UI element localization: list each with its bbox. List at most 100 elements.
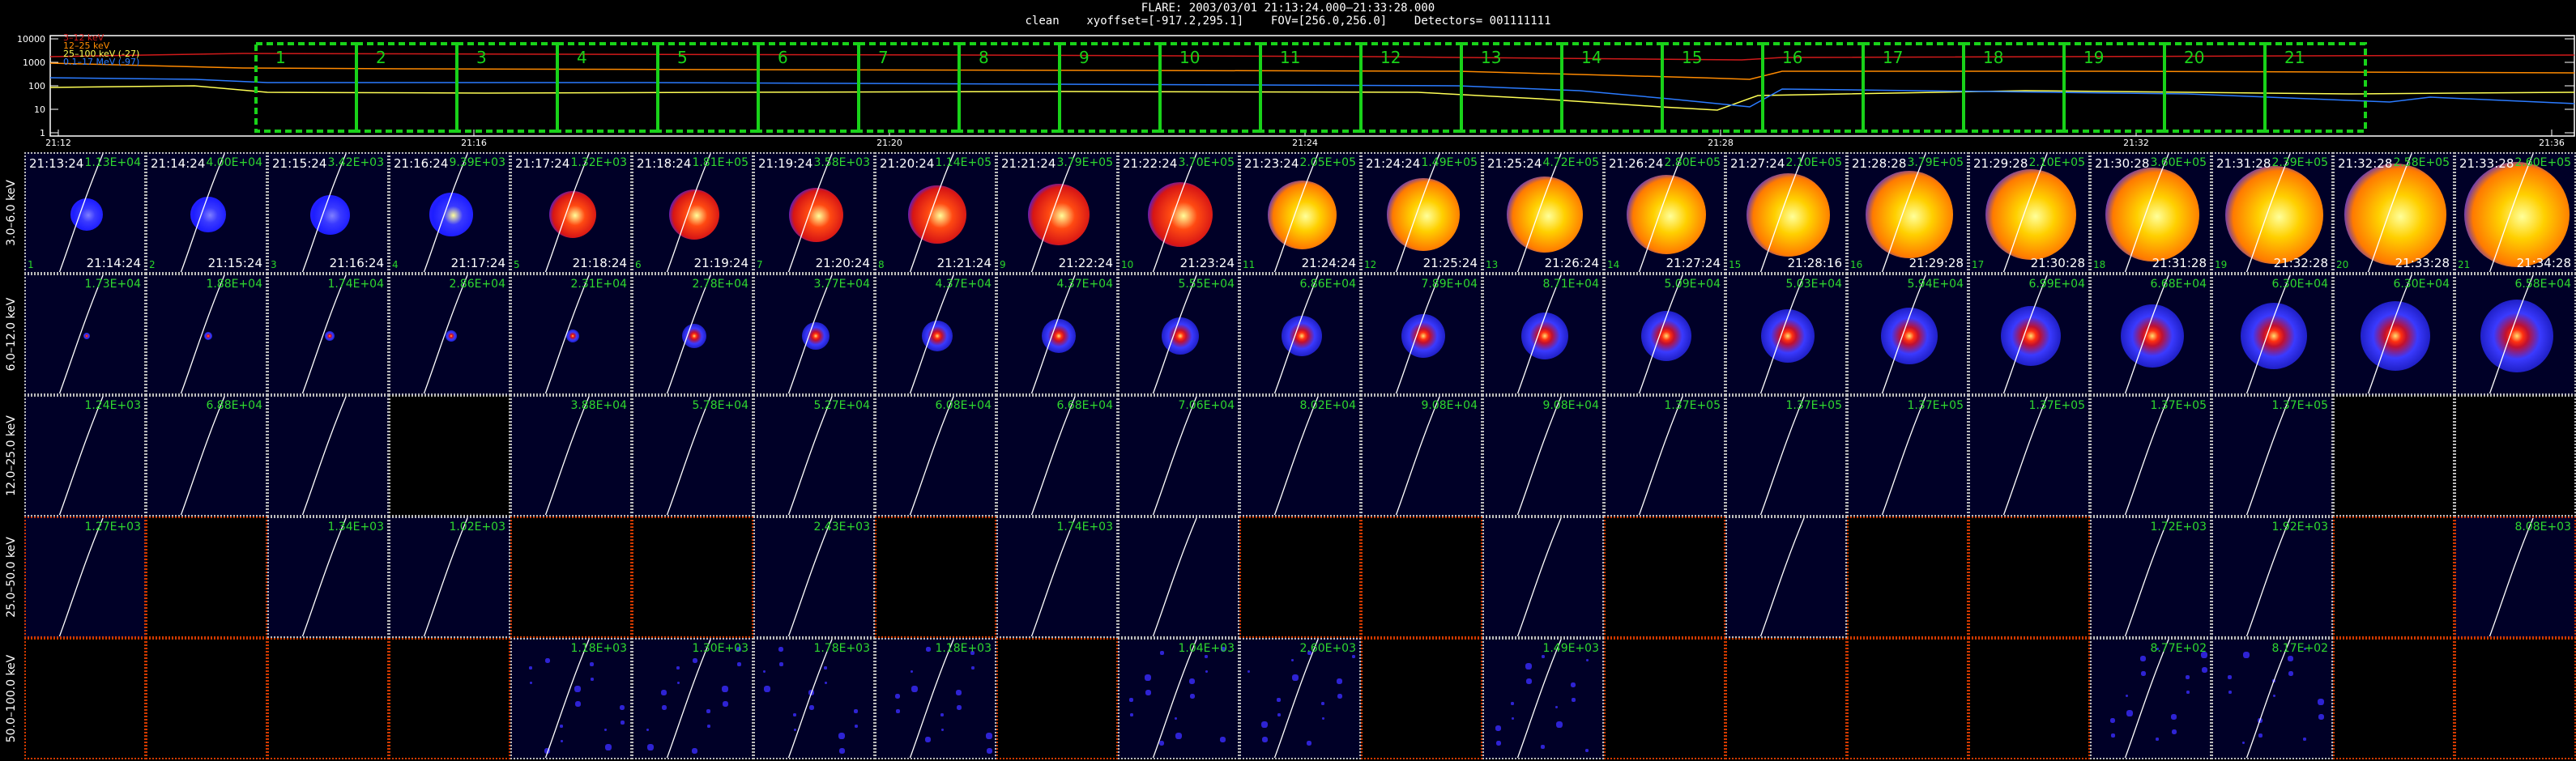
- noise-speck: [1277, 698, 1281, 702]
- max-value-label: 7.06E+04: [1178, 399, 1235, 412]
- image-cell: [389, 638, 510, 759]
- max-value-label: 3.70E+05: [1178, 156, 1235, 169]
- solar-limb-line: [1152, 275, 1197, 393]
- image-cell: [2454, 638, 2576, 759]
- noise-speck: [1556, 721, 1563, 728]
- solar-limb-line: [1638, 275, 1683, 393]
- max-value-label: 1.81E+05: [692, 156, 748, 169]
- solar-limb-line: [2245, 397, 2291, 515]
- source-emission: [1162, 317, 1199, 355]
- solar-limb-line: [787, 154, 833, 272]
- source-emission: [325, 331, 335, 341]
- source-emission: [1387, 178, 1460, 251]
- noise-speck: [2201, 652, 2207, 658]
- max-value-label: 5.03E+04: [1785, 278, 1842, 291]
- solar-limb-line: [909, 275, 954, 393]
- max-value-label: 4.37E+04: [1056, 278, 1113, 291]
- time-interval-number: 19: [2083, 48, 2104, 67]
- noise-speck: [2186, 691, 2190, 694]
- time-interval-box: [2163, 42, 2267, 133]
- noise-speck: [1175, 733, 1182, 739]
- frame-start-time: 21:14:24: [151, 156, 206, 171]
- solar-limb-line: [301, 397, 347, 515]
- frame-end-time: 21:31:28: [2152, 256, 2207, 270]
- time-interval-number: 3: [476, 48, 487, 67]
- frame-start-time: 21:20:24: [880, 156, 935, 171]
- time-interval-number: 8: [979, 48, 989, 67]
- noise-speck: [925, 737, 931, 742]
- light-curve-1: [49, 53, 2575, 61]
- image-cell: 1.37E+05: [1968, 395, 2090, 517]
- frame-number: 15: [1729, 259, 1742, 270]
- source-emission: [682, 324, 706, 348]
- frame-end-time: 21:18:24: [572, 256, 627, 270]
- noise-speck: [1129, 698, 1133, 702]
- max-value-label: 9.08E+04: [1421, 399, 1478, 412]
- image-cell: 5.27E+04: [753, 395, 875, 517]
- max-value-label: 1.32E+03: [570, 156, 627, 169]
- energy-band-label: 12.0–25.0 keV: [2, 396, 21, 516]
- solar-limb-line: [2124, 154, 2169, 272]
- frame-number: 8: [878, 259, 885, 270]
- frame-end-time: 21:21:24: [936, 256, 992, 270]
- noise-speck: [1130, 713, 1133, 716]
- solar-limb-line: [301, 518, 347, 636]
- max-value-label: 2.05E+05: [1299, 156, 1356, 169]
- max-value-label: 5.27E+04: [813, 399, 870, 412]
- time-interval-number: 18: [1983, 48, 2003, 67]
- noise-speck: [1572, 698, 1576, 702]
- solar-limb-line: [1030, 518, 1076, 636]
- image-cell: [1968, 517, 2090, 638]
- frame-number: 16: [1850, 259, 1863, 270]
- max-value-label: 1.24E+03: [84, 399, 141, 412]
- image-cell: 2.80E+05 21:26:24 21:27:24 14: [1604, 152, 1725, 274]
- x-tick-label: 21:20: [876, 138, 902, 148]
- energy-band-label: 3.0–6.0 keV: [2, 153, 21, 273]
- frame-number: 20: [2336, 259, 2349, 270]
- noise-speck: [1247, 670, 1250, 673]
- image-cell: [1604, 638, 1725, 759]
- frame-start-time: 21:26:24: [1609, 156, 1664, 171]
- noise-speck: [956, 690, 962, 695]
- solar-limb-line: [180, 397, 225, 515]
- source-emission: [2121, 304, 2184, 368]
- solar-limb-line: [1273, 640, 1319, 758]
- max-value-label: 1.37E+05: [2028, 399, 2085, 412]
- image-cell: 6.30E+04: [2333, 274, 2454, 395]
- noise-speck: [2258, 733, 2263, 738]
- solar-limb-line: [58, 518, 104, 636]
- noise-speck: [574, 686, 581, 692]
- noise-speck: [1277, 713, 1281, 716]
- solar-limb-line: [2124, 397, 2169, 515]
- source-emission: [566, 329, 579, 342]
- source-emission: [204, 332, 212, 340]
- image-cell: 5.94E+04: [1847, 274, 1968, 395]
- noise-speck: [2273, 695, 2275, 697]
- max-value-label: 1.37E+05: [1785, 399, 1842, 412]
- frame-start-time: 21:30:28: [2095, 156, 2150, 171]
- noise-speck: [986, 733, 992, 739]
- noise-speck: [1337, 678, 1342, 684]
- energy-band-label: 25.0–50.0 keV: [2, 517, 21, 637]
- source-emission: [2480, 300, 2553, 372]
- time-interval-box: [1862, 42, 1965, 133]
- source-emission: [1401, 314, 1445, 358]
- frame-number: 14: [1607, 259, 1620, 270]
- max-value-label: 7.89E+04: [1421, 278, 1478, 291]
- max-value-label: 1.14E+05: [935, 156, 992, 169]
- image-cell: 6.08E+04: [875, 395, 996, 517]
- noise-speck: [661, 690, 667, 695]
- image-cell: 7.89E+04: [1361, 274, 1482, 395]
- y-tick-label: 10: [34, 104, 45, 115]
- solar-limb-line: [666, 275, 711, 393]
- noise-speck: [2288, 656, 2293, 661]
- noise-speck: [763, 670, 766, 673]
- y-tick-label: 10000: [17, 34, 45, 45]
- time-interval-box: [1058, 42, 1162, 133]
- noise-speck: [2126, 695, 2128, 697]
- time-interval-box: [957, 42, 1061, 133]
- time-interval-number: 9: [1079, 48, 1090, 67]
- max-value-label: 2.86E+04: [449, 278, 505, 291]
- max-value-label: 2.78E+04: [692, 278, 748, 291]
- noise-speck: [676, 666, 680, 670]
